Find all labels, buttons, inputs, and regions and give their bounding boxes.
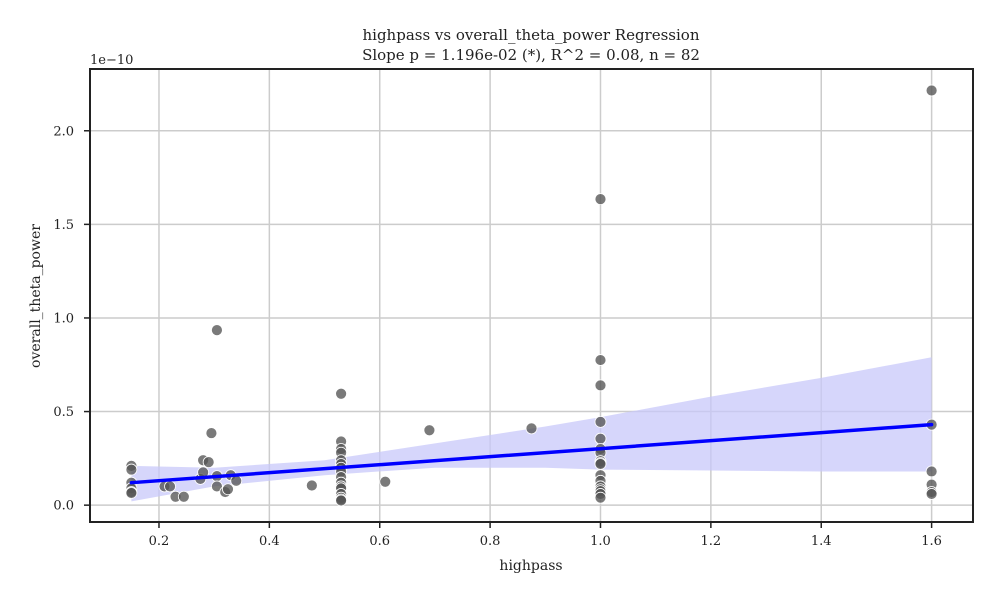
x-axis-label: highpass — [499, 558, 562, 574]
x-tick-label: 0.6 — [369, 534, 390, 549]
y-axis-ticks: 0.0 0.5 1.0 1.5 2.0 — [53, 124, 90, 514]
data-point — [222, 483, 234, 496]
x-tick-label: 1.0 — [590, 534, 611, 549]
data-point — [594, 354, 607, 366]
y-tick-label: 1.5 — [53, 218, 74, 233]
data-point — [177, 490, 190, 503]
data-point — [925, 488, 938, 500]
plot-frame — [89, 68, 974, 523]
data-point — [925, 465, 938, 478]
y-tick-label: 0.5 — [53, 405, 74, 420]
regression-line — [129, 422, 934, 485]
x-tick-label: 0.2 — [149, 534, 170, 549]
data-point — [164, 480, 176, 493]
x-tick-label: 0.4 — [259, 534, 280, 549]
x-tick-label: 0.8 — [480, 534, 501, 549]
data-point — [125, 487, 138, 499]
data-point — [211, 324, 223, 337]
data-point — [125, 463, 138, 476]
data-point — [594, 193, 607, 205]
data-point — [423, 424, 436, 437]
y-tick-label: 1.0 — [53, 311, 74, 326]
x-axis-ticks: 0.2 0.4 0.6 0.8 1.0 1.2 1.4 1.6 — [149, 522, 942, 549]
data-point — [925, 84, 938, 97]
data-point — [594, 379, 607, 392]
y-axis-label: overall_theta_power — [28, 224, 44, 368]
data-point — [594, 415, 607, 428]
data-point — [594, 491, 607, 504]
x-tick-label: 1.2 — [701, 534, 722, 549]
data-point — [594, 458, 607, 470]
regression-line-layer — [129, 422, 934, 485]
data-point — [379, 475, 392, 488]
data-point — [335, 387, 348, 400]
data-point — [594, 432, 607, 445]
x-tick-label: 1.4 — [811, 534, 832, 549]
x-tick-label: 1.6 — [921, 534, 942, 549]
chart-subtitle: Slope p = 1.196e-02 (*), R^2 = 0.08, n =… — [362, 46, 700, 64]
data-point — [525, 422, 538, 435]
data-point — [202, 456, 215, 468]
y-tick-label: 0.0 — [53, 499, 74, 514]
data-point — [335, 494, 348, 507]
chart-title: highpass vs overall_theta_power Regressi… — [363, 26, 700, 44]
y-axis-offset-label: 1e−10 — [90, 53, 133, 68]
y-tick-label: 2.0 — [53, 124, 74, 139]
data-point — [211, 480, 223, 493]
data-point — [305, 479, 318, 492]
data-point — [205, 427, 218, 439]
